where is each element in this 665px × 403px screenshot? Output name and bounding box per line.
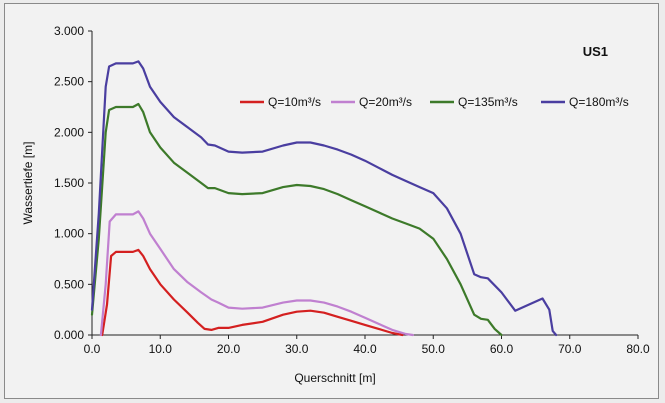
series-line-3 — [90, 102, 503, 337]
series-line-1 — [101, 248, 404, 337]
x-tick-label: 0.0 — [84, 342, 101, 356]
legend-label-3: Q=135m³/s — [458, 95, 518, 109]
y-tick-label: 3.000 — [54, 24, 84, 38]
x-tick-label: 70.0 — [558, 342, 582, 356]
x-axis-label: Querschnitt [m] — [294, 371, 375, 385]
y-tick-label: 0.000 — [54, 328, 84, 342]
series-line-4 — [90, 60, 558, 337]
y-tick-label: 0.500 — [54, 277, 84, 291]
x-tick-label: 80.0 — [626, 342, 650, 356]
chart-plot-area — [90, 60, 558, 337]
legend-label-1: Q=10m³/s — [268, 95, 321, 109]
x-tick-label: 40.0 — [353, 342, 377, 356]
x-tick-label: 60.0 — [490, 342, 514, 356]
legend-label-2: Q=20m³/s — [359, 95, 412, 109]
x-tick-label: 30.0 — [285, 342, 309, 356]
chart-title: US1 — [583, 44, 608, 59]
y-tick-label: 2.500 — [54, 75, 84, 89]
line-chart: 0.000 0.500 1.000 1.500 2.000 2.500 3.000 0.0 10… — [21, 24, 650, 385]
legend-label-4: Q=180m³/s — [569, 95, 629, 109]
y-tick-label: 2.000 — [54, 125, 84, 139]
y-tick-label: 1.000 — [54, 227, 84, 241]
series-line-2 — [99, 210, 414, 337]
chart-legend: Q=10m³/s Q=20m³/s Q=135m³/s Q=180m³/s — [240, 95, 629, 109]
x-tick-label: 50.0 — [422, 342, 446, 356]
x-tick-label: 10.0 — [149, 342, 173, 356]
chart-frame: 0.000 0.500 1.000 1.500 2.000 2.500 3.000 0.0 10… — [4, 3, 659, 399]
y-axis-label: Wassertiefe [m] — [21, 142, 35, 225]
y-tick-label: 1.500 — [54, 176, 84, 190]
x-tick-label: 20.0 — [217, 342, 241, 356]
chart-axes: 0.000 0.500 1.000 1.500 2.000 2.500 3.000 0.0 10… — [54, 24, 650, 356]
